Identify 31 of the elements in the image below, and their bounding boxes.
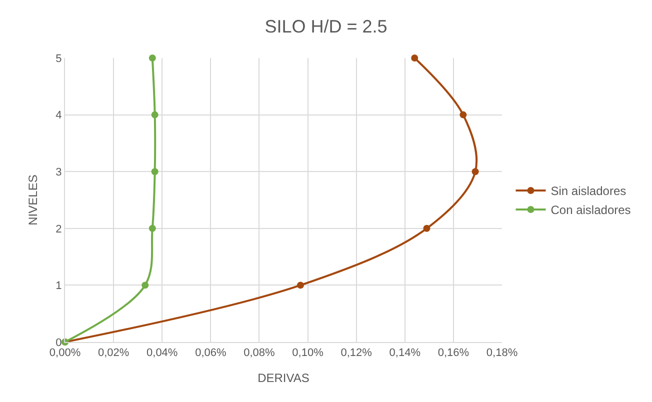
point: [148, 224, 156, 232]
y-tick-label: 4: [56, 110, 62, 122]
x-tick-label: 0,04%: [146, 347, 178, 360]
x-axis-title: DERIVAS: [258, 371, 310, 386]
y-tick-label: 1: [56, 280, 62, 292]
x-tick-label: 0,12%: [340, 347, 372, 360]
x-tick-label: 0,00%: [49, 347, 81, 360]
point: [423, 224, 430, 232]
chart-title: SILO H/D = 2.5: [264, 16, 388, 37]
point: [151, 111, 158, 118]
y-tick-label: 5: [56, 52, 62, 65]
point: [460, 111, 467, 118]
y-tick-label: 0: [56, 336, 62, 349]
point: [411, 54, 418, 62]
x-tick-label: 0,06%: [195, 347, 226, 360]
point: [148, 54, 156, 62]
y-tick-label: 3: [56, 166, 62, 178]
point: [142, 282, 149, 289]
point: [472, 168, 479, 176]
x-tick-label: 0,10%: [292, 347, 324, 360]
legend-label: Sin aisladores: [550, 184, 626, 198]
y-tick-label: 2: [56, 223, 62, 236]
x-tick-label: 0,02%: [98, 347, 130, 360]
legend-label: Con aisladores: [550, 203, 631, 218]
x-tick-label: 0,08%: [244, 347, 276, 360]
point: [151, 168, 158, 176]
point: [296, 282, 304, 289]
x-tick-label: 0,18%: [486, 347, 518, 360]
x-tick-label: 0,14%: [389, 347, 421, 360]
y-axis-title: NIVELES: [26, 174, 40, 226]
x-tick-label: 0,16%: [438, 347, 470, 360]
